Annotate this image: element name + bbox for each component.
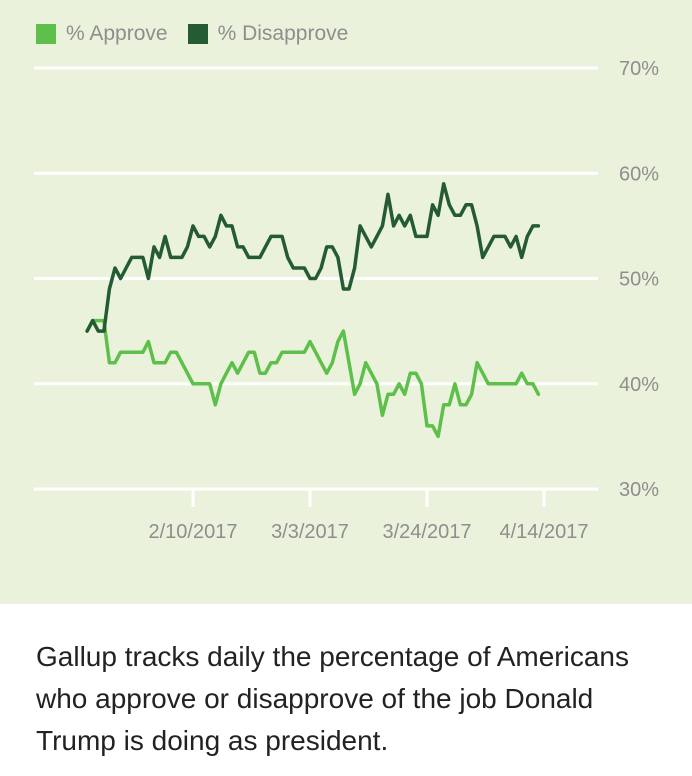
x-axis-labels: 2/10/2017 3/3/2017 3/24/2017 4/14/2017 xyxy=(149,521,589,543)
legend-swatch-disapprove xyxy=(187,24,208,44)
chart-panel: 30% 40% 50% 60% 70% 2/10/2017 3/3/2017 3/24/20… xyxy=(0,0,692,604)
approve-line xyxy=(85,318,541,439)
legend-swatch-approve xyxy=(36,24,56,44)
approval-line-chart: 30% 40% 50% 60% 70% 2/10/2017 3/3/2017 3/24/20… xyxy=(34,58,659,543)
y-tick-label: 50% xyxy=(619,269,659,291)
y-tick-label: 40% xyxy=(619,374,659,396)
legend: % Approve % Disapprove xyxy=(36,22,368,46)
legend-label-disapprove: % Disapprove xyxy=(217,22,349,45)
y-tick-label: 60% xyxy=(619,163,659,185)
y-axis-labels: 30% 40% 50% 60% 70% xyxy=(619,58,659,501)
x-tick-label: 2/10/2017 xyxy=(149,521,238,543)
disapprove-line xyxy=(85,182,541,333)
series-lines xyxy=(85,182,541,439)
legend-item-approve: % Approve xyxy=(36,22,168,46)
y-tick-label: 70% xyxy=(619,58,659,80)
x-tick-label: 4/14/2017 xyxy=(500,521,589,543)
x-tick-label: 3/3/2017 xyxy=(271,521,349,543)
chart-caption: Gallup tracks daily the percentage of Am… xyxy=(36,641,629,756)
legend-item-disapprove: % Disapprove xyxy=(187,22,349,46)
x-tick-label: 3/24/2017 xyxy=(383,521,472,543)
x-axis-ticks xyxy=(191,489,546,507)
y-tick-label: 30% xyxy=(619,479,659,501)
legend-label-approve: % Approve xyxy=(66,22,168,45)
